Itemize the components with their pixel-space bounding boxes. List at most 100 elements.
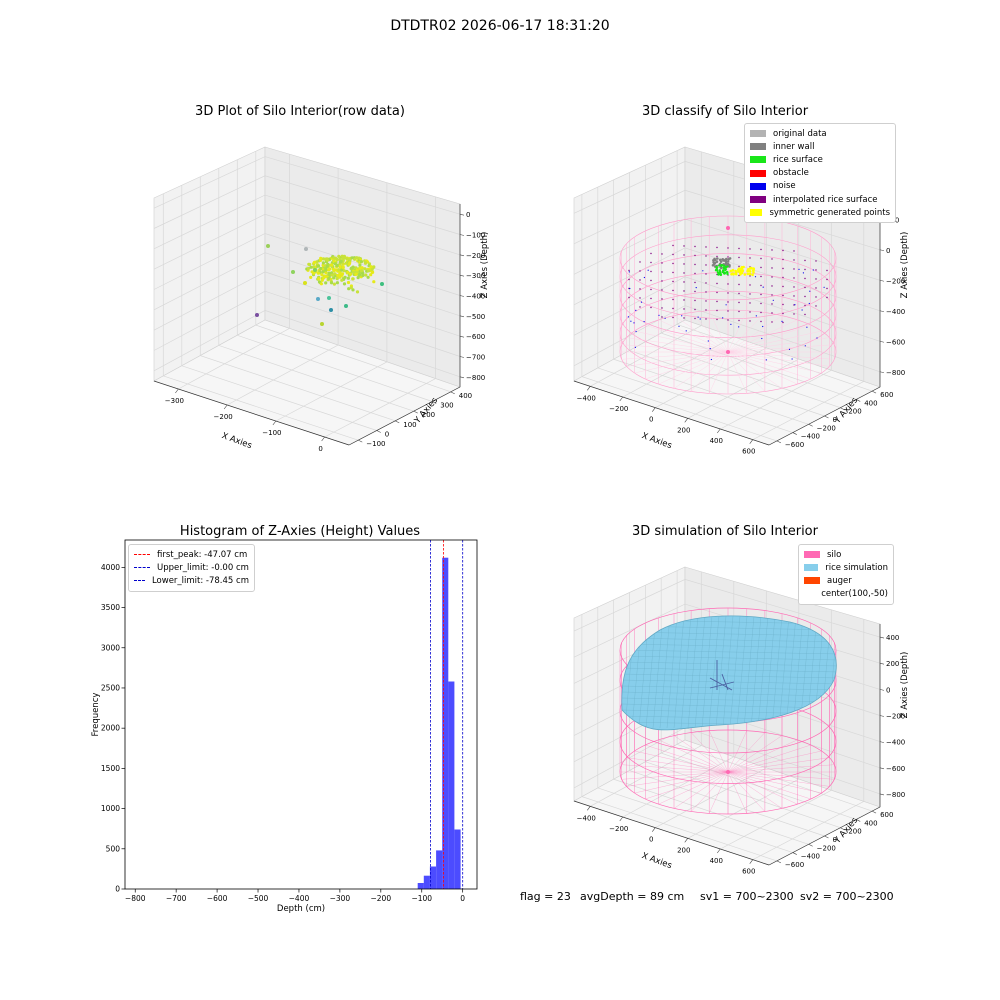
p2-silo-floor-spoke: [727, 351, 835, 360]
p2-interpolated-point: [727, 292, 729, 294]
p1-z-tick: [459, 254, 465, 257]
p2-interpolated-point: [672, 271, 674, 274]
p2-interpolated-point: [694, 281, 696, 284]
p2-interpolated-point: [683, 299, 685, 301]
p1-cluster-point: [363, 267, 367, 271]
p2-interpolated-point: [771, 267, 773, 269]
p1-outlier-point: [303, 281, 307, 285]
p2-z-tick: [879, 279, 885, 282]
p1-cluster-point: [317, 277, 321, 281]
p3-histogram-bar: [436, 850, 443, 889]
p2-silo-floor-spoke: [727, 319, 798, 353]
p2-x-gridline: [752, 199, 865, 441]
p2-interpolated-point: [804, 295, 806, 298]
p3-x-tick-label: −400: [289, 894, 310, 903]
p2-interpolated-point: [738, 256, 740, 259]
p1-cluster-point: [351, 277, 355, 281]
p2-interpolated-point: [683, 281, 685, 283]
p4-silo-floor-spoke: [727, 771, 766, 812]
p4-silo-floor-spoke: [727, 764, 835, 773]
p2-rice-surface-point: [722, 267, 726, 270]
panel3-legend: first_peak: -47.07 cm Upper_limit: -0.00 …: [128, 544, 255, 592]
p2-noise-point: [633, 322, 635, 324]
p4-silo-floor-spoke: [621, 764, 729, 773]
p4-silo-floor-spoke: [727, 771, 747, 814]
p1-cluster-point: [327, 268, 331, 272]
p2-interpolated-point: [760, 275, 762, 278]
p2-interpolated-point: [738, 247, 740, 250]
p4-silo-floor-spoke: [645, 744, 729, 773]
panel3-title: Histogram of Z-Axies (Height) Values: [179, 524, 421, 539]
p4-silo-floor-spoke: [621, 771, 729, 780]
p1-outlier-point: [327, 296, 331, 300]
p2-y-gridline: [660, 157, 857, 400]
p1-outlier-point: [320, 322, 324, 326]
p2-interpolated-point: [650, 261, 652, 264]
p1-x-gridline: [324, 196, 436, 438]
p1-cluster-point: [321, 276, 325, 280]
p2-symmetric-point: [747, 268, 750, 271]
p2-interpolated-point: [661, 262, 663, 264]
p2-interpolated-point: [683, 308, 685, 310]
panel4-simulation-3d-plot: −400−2000200400600−600−400−2000200400600…: [573, 566, 910, 876]
p2-noise-point: [798, 268, 800, 270]
p2-silo-floor-spoke: [727, 351, 830, 367]
p4-z-tick-label: −200: [886, 713, 905, 721]
p4-x-tick: [652, 827, 656, 832]
p2-interpolated-point: [749, 248, 751, 250]
p1-cluster-point: [346, 276, 350, 280]
status-sv2: sv2 = 700~2300: [800, 890, 894, 903]
p2-x-gridline: [622, 161, 735, 398]
p1-cluster-point: [312, 271, 316, 275]
p1-x-tick: [272, 420, 277, 426]
p4-z-tick: [879, 793, 885, 796]
p4-silo-floor-spoke: [727, 771, 811, 800]
panel4-legend: silo rice simulation auger center(100,-50): [798, 544, 894, 605]
p1-cluster-point: [361, 273, 365, 278]
p3-x-tick-label: −500: [248, 894, 269, 903]
p1-cluster-point: [370, 267, 374, 272]
p2-interpolated-point: [694, 317, 696, 320]
p2-symmetric-point: [747, 270, 751, 273]
p1-cluster-point: [349, 286, 353, 290]
p2-silo-floor-spoke: [690, 312, 729, 353]
p2-inner-wall-point: [712, 260, 715, 264]
p1-z-tick-label: −500: [466, 313, 485, 321]
p2-x-tick: [717, 428, 721, 434]
p4-auger: [709, 660, 735, 691]
p1-cluster-point: [367, 269, 371, 273]
p1-cluster-point: [355, 290, 360, 294]
p2-noise-point: [695, 287, 697, 289]
p2-silo-floor-spoke: [645, 324, 729, 353]
p1-cluster-point: [348, 272, 352, 276]
p2-interpolated-point: [760, 257, 762, 260]
p2-interpolated-point: [727, 247, 729, 249]
p2-x-gridline: [655, 170, 767, 409]
p2-interpolated-point: [793, 286, 795, 288]
p2-noise-point: [812, 269, 814, 271]
p2-interpolated-point: [793, 250, 795, 252]
p4-x-tick: [619, 816, 623, 822]
p2-symmetric-point: [739, 271, 743, 275]
p3-histogram-bar: [454, 829, 461, 889]
p4-silo-floor-spoke: [727, 739, 798, 773]
p2-interpolated-point: [749, 284, 751, 286]
p1-x-gridline: [275, 182, 388, 422]
p4-mesh-line: [771, 615, 783, 729]
p2-noise-point: [664, 317, 666, 319]
p3-histogram-bar: [442, 557, 449, 889]
p2-interpolated-point: [639, 297, 641, 299]
p4-legend-item: auger: [804, 574, 888, 587]
p2-symmetric-point: [746, 272, 750, 276]
p1-cluster-point: [335, 277, 339, 281]
p2-y-gridline: [676, 150, 873, 392]
p1-cluster-point: [316, 264, 321, 268]
p1-y-tick-label: 100: [403, 421, 416, 429]
p2-noise-point: [709, 348, 711, 350]
p2-interpolated-point: [782, 303, 784, 306]
p1-cluster-point: [331, 267, 335, 271]
p2-interpolated-point: [639, 306, 641, 308]
p3-y-tick-label: 2000: [101, 724, 120, 733]
p2-z-tick: [879, 249, 885, 252]
p2-silo-floor-spoke: [727, 351, 783, 389]
